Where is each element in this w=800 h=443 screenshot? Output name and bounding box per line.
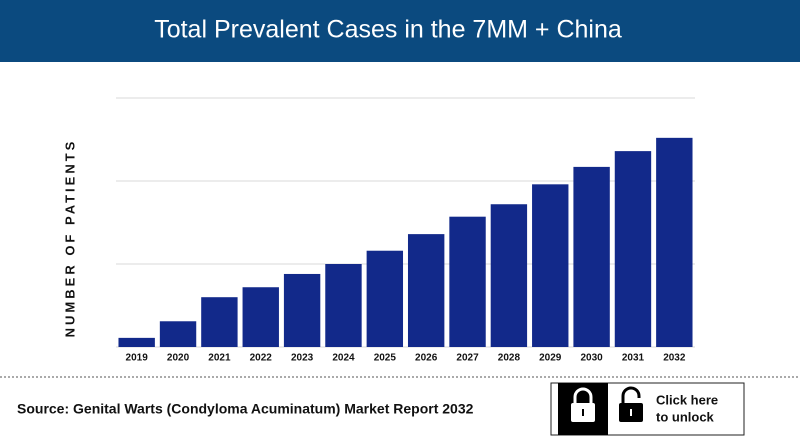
x-tick-label: 2030	[580, 353, 603, 364]
x-tick-label: 2031	[622, 353, 645, 364]
header-bar	[0, 0, 800, 62]
y-axis-label: NUMBER OF PATIENTS	[62, 139, 77, 338]
x-tick-label: 2021	[208, 353, 231, 364]
x-tick-label: 2025	[374, 353, 397, 364]
bar	[366, 250, 404, 347]
bar	[656, 137, 693, 347]
unlock-shackle	[621, 386, 641, 403]
x-tick-label: 2027	[456, 353, 479, 364]
x-tick-label: 2029	[539, 353, 562, 364]
bar	[532, 184, 569, 347]
x-tick-label: 2028	[498, 353, 521, 364]
x-tick-label: 2026	[415, 353, 438, 364]
chart-title: Total Prevalent Cases in the 7MM + China	[154, 16, 622, 44]
bar	[159, 321, 197, 347]
unlock-hole	[630, 409, 632, 416]
x-tick-label: 2019	[126, 353, 149, 364]
button-text: Click here	[656, 392, 718, 407]
bar	[283, 273, 321, 347]
bar	[201, 297, 238, 347]
bar	[118, 337, 155, 347]
lock-shackle	[573, 387, 593, 403]
source: Source: Genital Warts (Condyloma Acumina…	[17, 401, 474, 417]
unlock-button[interactable]: Click here to unlock	[550, 382, 745, 436]
lock-hole	[582, 409, 584, 416]
x-tick-label: 2020	[167, 353, 190, 364]
x-tick-label: 2024	[332, 353, 355, 364]
bar	[407, 234, 445, 347]
bar	[573, 166, 610, 347]
x-tick-label: 2022	[250, 353, 273, 364]
bar	[325, 264, 362, 347]
bar	[614, 151, 652, 347]
bar	[449, 216, 486, 347]
bar	[490, 204, 528, 347]
x-tick-label: 2032	[663, 353, 686, 364]
bar	[242, 287, 279, 347]
button-text: to unlock	[656, 409, 715, 424]
x-tick-label: 2023	[291, 353, 314, 364]
